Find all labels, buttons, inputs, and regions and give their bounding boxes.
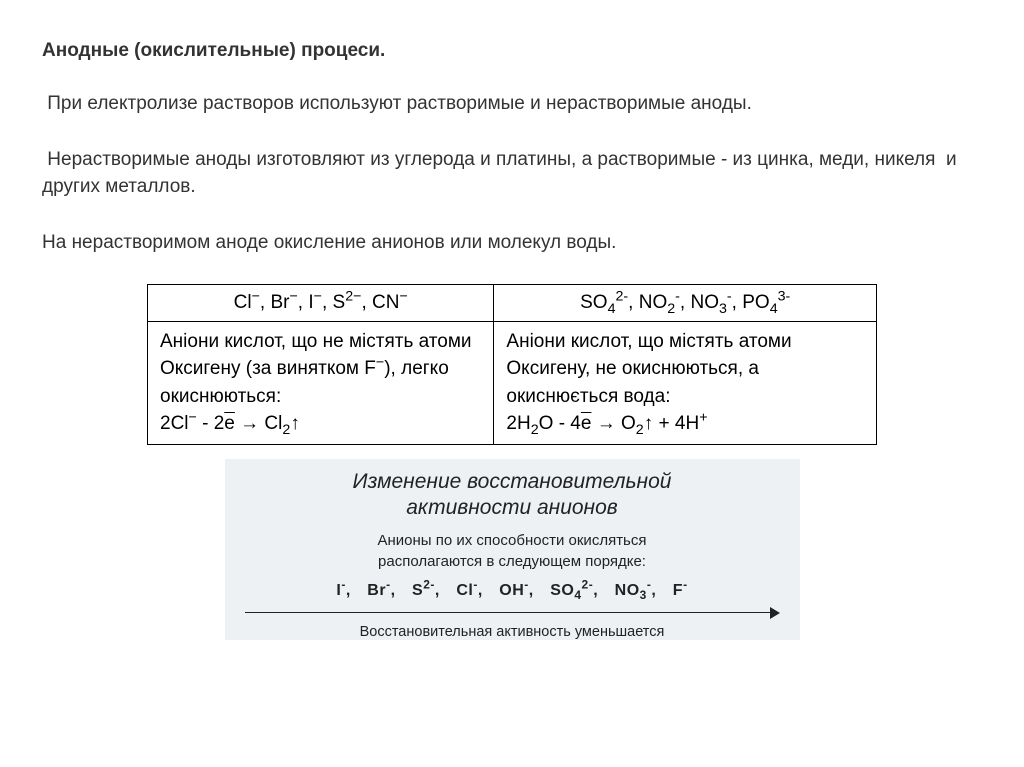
activity-info-box: Изменение восстановительнойактивности ан… (225, 459, 800, 640)
table-row: Аніони кислот, що не містять атоми Оксиг… (148, 321, 877, 444)
paragraph-3: На нерастворимом аноде окисление анионов… (42, 229, 982, 257)
table-body-left: Аніони кислот, що не містять атоми Оксиг… (148, 321, 494, 444)
ion-series: I-, Br-, S2-, Cl-, OH-, SO42-, NO3-, F- (239, 582, 786, 600)
arrow-head-icon (770, 607, 780, 619)
slide-content: Анодные (окислительные) процеси. При еле… (0, 0, 1024, 640)
anion-table-wrap: Cl−, Br−, I−, S2−, CN− SO42-, NO2-, NO3-… (147, 284, 877, 445)
table-head-right: SO42-, NO2-, NO3-, PO43- (494, 285, 877, 322)
activity-arrow (245, 606, 780, 620)
table-row: Cl−, Br−, I−, S2−, CN− SO42-, NO2-, NO3-… (148, 285, 877, 322)
arrow-shaft (245, 612, 772, 614)
table-body-right: Аніони кислот, що містять атоми Оксигену… (494, 321, 877, 444)
info-title: Изменение восстановительнойактивности ан… (239, 469, 786, 522)
heading: Анодные (окислительные) процеси. (42, 40, 982, 62)
info-subtitle: Анионы по их способности окислятьсяраспо… (239, 531, 786, 572)
anion-table: Cl−, Br−, I−, S2−, CN− SO42-, NO2-, NO3-… (147, 284, 877, 445)
table-head-left: Cl−, Br−, I−, S2−, CN− (148, 285, 494, 322)
info-caption: Восстановительная активность уменьшается (239, 624, 786, 640)
paragraph-2: Нерастворимые аноды изготовляют из углер… (42, 146, 982, 201)
paragraph-1: При електролизе растворов используют рас… (42, 90, 982, 118)
